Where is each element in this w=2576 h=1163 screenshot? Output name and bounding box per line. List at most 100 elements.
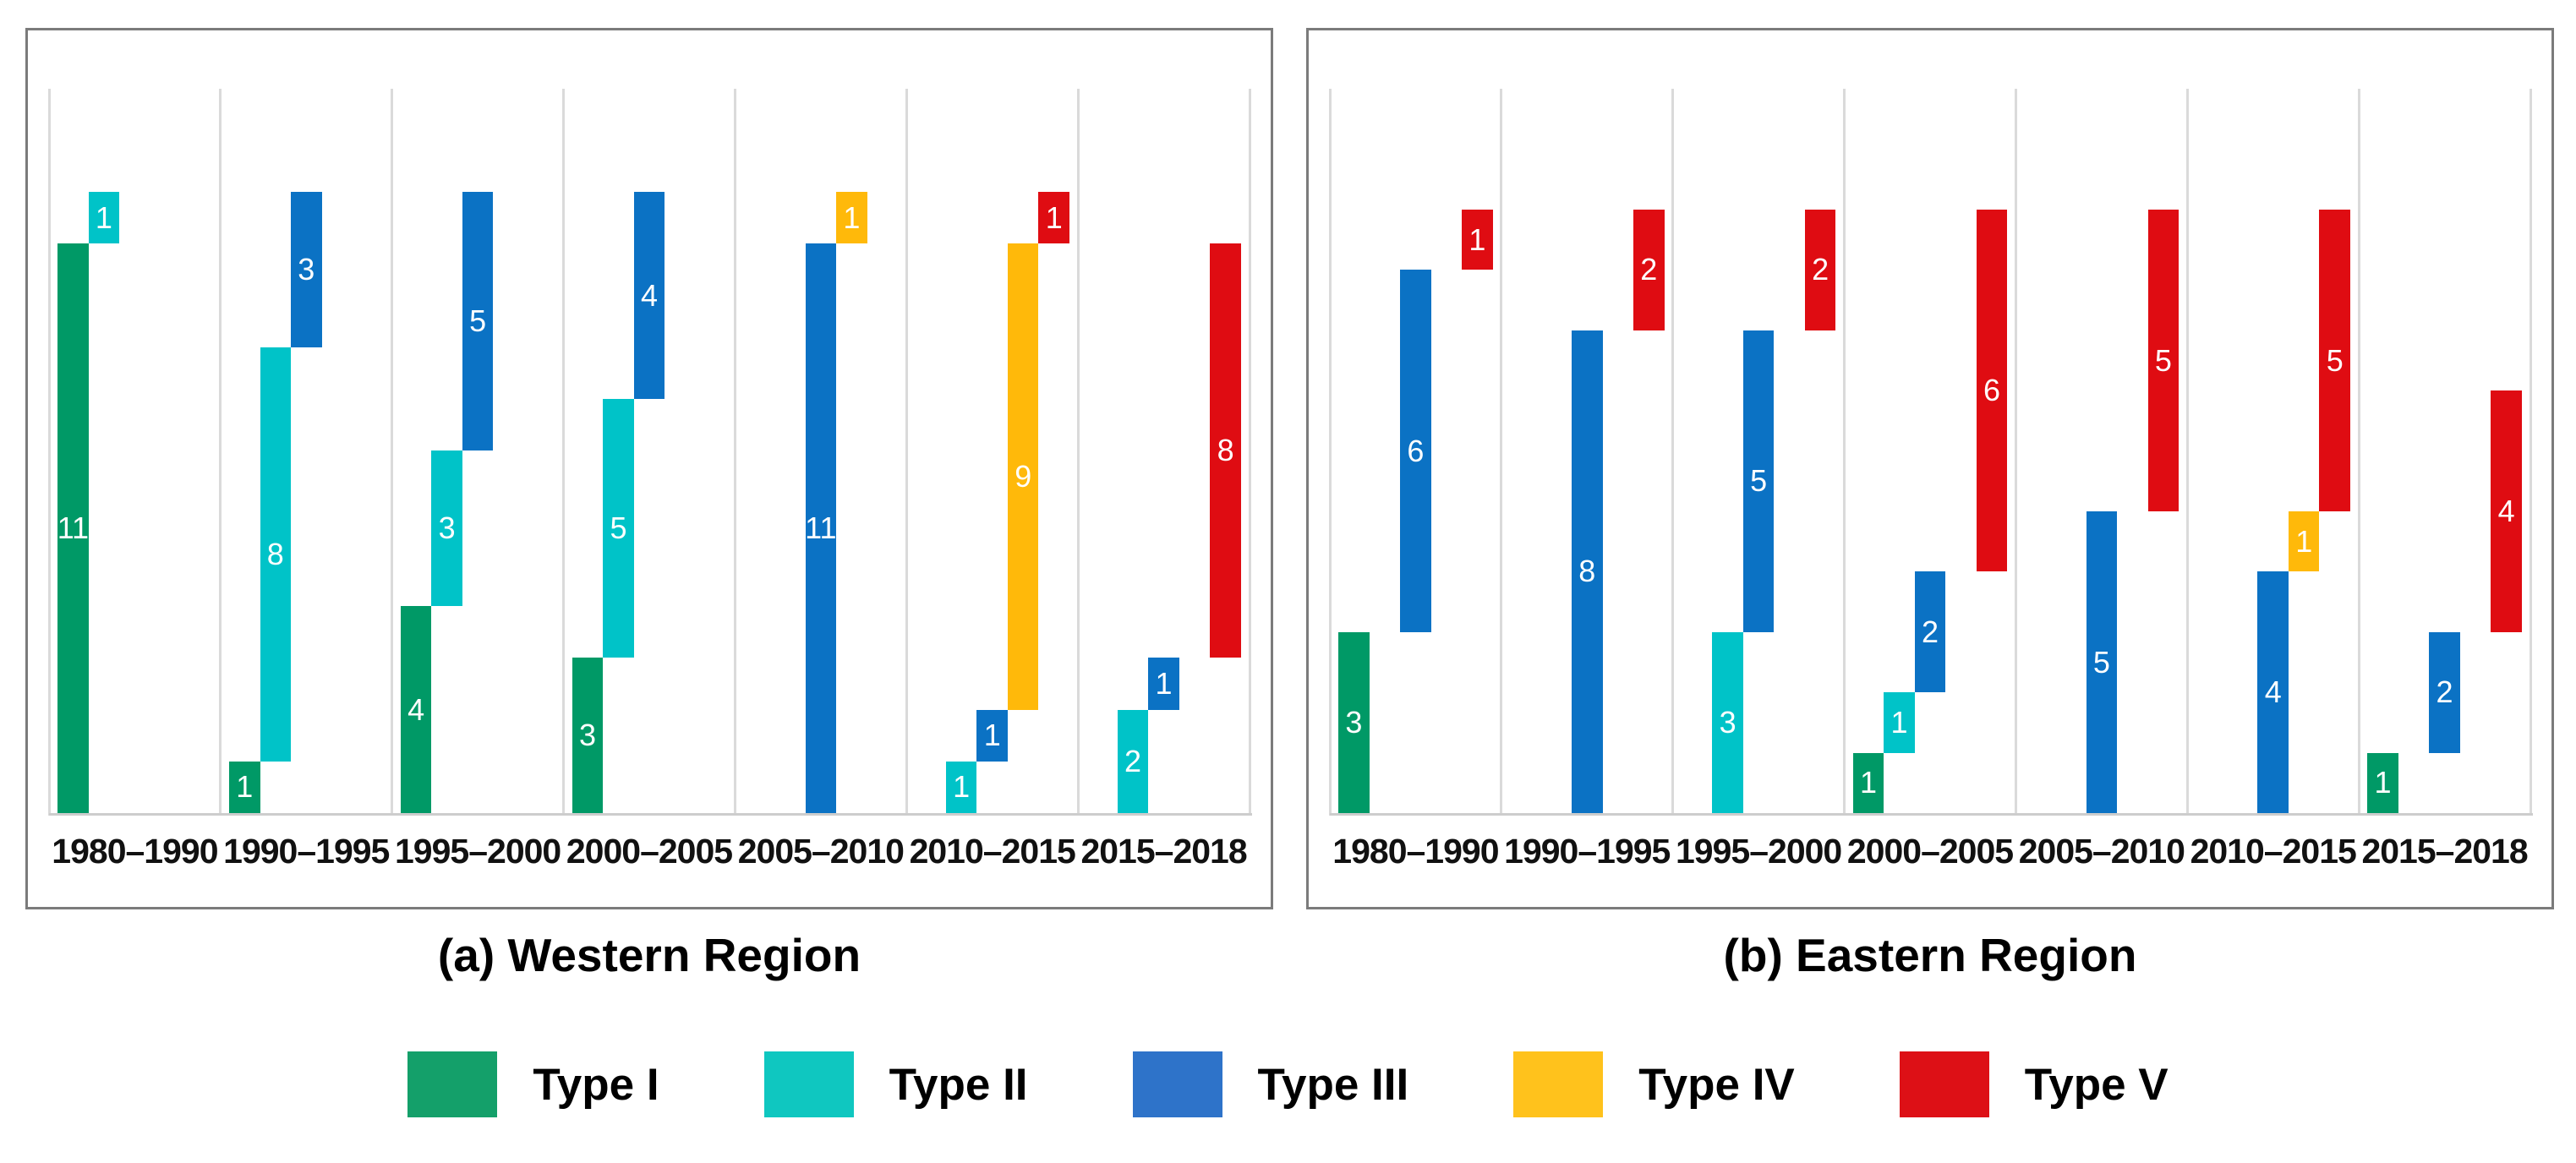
bar-value-label: 1	[2295, 523, 2313, 559]
x-axis-label: 1995–2000	[1676, 832, 1842, 871]
x-axis-label: 2010–2015	[2190, 832, 2357, 871]
bar-value-label: 2	[1812, 252, 1829, 287]
bar-value-label: 2	[2436, 674, 2453, 710]
bar-type-iv-2010-2015: 1	[2288, 511, 2320, 572]
bar-type-v-2015-2018: 8	[1210, 243, 1241, 658]
bar-type-i-1995-2000: 4	[400, 606, 432, 813]
panel-western-region: 1980–1990 11 1 1990–1995 1 8 3 1995–2000 4 3 5 2000…	[25, 28, 1273, 909]
bar-value-label: 5	[2092, 644, 2110, 680]
bar-type-i-2015-2018: 1	[2367, 752, 2398, 813]
bar-value-label: 8	[1217, 433, 1234, 468]
bar-value-label: 3	[1719, 704, 1736, 740]
legend-swatch-type-iv	[1513, 1051, 1604, 1117]
bar-value-label: 6	[1407, 433, 1425, 468]
bar-type-ii-1980-1990: 1	[88, 192, 120, 244]
column-gridline	[1500, 89, 1503, 816]
bar-value-label: 1	[236, 769, 254, 805]
bar-value-label: 4	[2264, 674, 2282, 710]
bar-value-label: 9	[1015, 458, 1032, 494]
bar-value-label: 1	[843, 199, 861, 235]
legend-item-type-iv: Type IV	[1513, 1051, 1795, 1117]
bar-type-iii-1980-1990: 6	[1400, 270, 1431, 632]
bar-type-v-1990-1995: 2	[1633, 210, 1665, 330]
legend-item-type-i: Type I	[407, 1051, 659, 1117]
bar-type-v-1995-2000: 2	[1804, 210, 1836, 330]
legend-swatch-type-i	[407, 1051, 498, 1117]
x-axis-label: 1990–1995	[1504, 832, 1671, 871]
bar-type-i-2000-2005: 1	[1852, 752, 1884, 813]
legend-item-type-v: Type V	[1899, 1051, 2169, 1117]
legend-label: Type IV	[1638, 1059, 1795, 1110]
bar-value-label: 1	[1890, 704, 1908, 740]
bar-type-i-1990-1995: 1	[229, 761, 260, 813]
bar-type-ii-2000-2005: 5	[603, 399, 634, 658]
bar-value-label: 3	[1345, 704, 1363, 740]
legend: Type I Type II Type III Type IV Type V	[0, 1046, 2576, 1122]
bar-value-label: 2	[1921, 614, 1939, 649]
column-gridline	[1248, 89, 1251, 816]
x-axis-label: 1990–1995	[223, 832, 390, 871]
bar-value-label: 5	[2326, 342, 2344, 378]
bar-type-iii-2015-2018: 1	[1148, 658, 1179, 710]
bar-type-ii-2010-2015: 1	[945, 761, 977, 813]
legend-swatch-type-iii	[1132, 1051, 1222, 1117]
bar-type-ii-2015-2018: 2	[1117, 709, 1149, 813]
bar-value-label: 1	[1045, 199, 1063, 235]
bar-value-label: 8	[1578, 554, 1596, 589]
column-gridline	[2357, 89, 2360, 816]
bar-value-label: 1	[2374, 765, 2392, 800]
bar-type-v-2015-2018: 4	[2491, 390, 2522, 632]
bar-value-label: 4	[407, 691, 425, 727]
legend-label: Type III	[1257, 1059, 1409, 1110]
x-axis-line	[1330, 813, 2533, 816]
bar-type-iv-2005-2010: 1	[836, 192, 867, 244]
bar-type-iii-2015-2018: 2	[2429, 631, 2460, 753]
bar-type-iii-2010-2015: 4	[2257, 571, 2289, 813]
bar-type-iii-1995-2000: 5	[462, 192, 494, 451]
bar-value-label: 11	[805, 511, 837, 546]
bar-type-iii-1990-1995: 8	[1572, 330, 1603, 813]
x-axis-label: 2005–2010	[737, 832, 905, 871]
bar-type-ii-2000-2005: 1	[1884, 692, 1915, 753]
legend-label: Type II	[889, 1059, 1028, 1110]
bar-value-label: 1	[1859, 765, 1877, 800]
bar-value-label: 5	[2154, 342, 2172, 378]
bar-type-iii-1995-2000: 5	[1742, 330, 1775, 632]
column-gridline	[733, 89, 736, 816]
column-gridline	[2185, 89, 2189, 816]
bar-type-ii-1995-2000: 3	[431, 450, 462, 606]
bar-value-label: 5	[1750, 463, 1768, 499]
x-axis-label: 1995–2000	[395, 832, 561, 871]
x-axis-line	[49, 813, 1252, 816]
bar-type-iv-2010-2015: 9	[1007, 243, 1039, 710]
panel-eastern-region: 1980–1990 3 6 1 1990–1995 8 2 1995–2000 3 5 2 2000–…	[1306, 28, 2554, 909]
column-gridline	[1671, 89, 1675, 816]
bar-value-label: 8	[266, 536, 284, 571]
bar-type-v-2005-2010: 5	[2147, 210, 2179, 511]
bar-value-label: 1	[1468, 221, 1486, 257]
column-gridline	[47, 89, 51, 816]
bar-value-label: 4	[2497, 493, 2515, 528]
bar-type-iii-2000-2005: 4	[633, 192, 665, 399]
x-axis-label: 2015–2018	[1080, 832, 1247, 871]
bar-value-label: 3	[438, 511, 456, 546]
column-gridline	[1076, 89, 1080, 816]
caption-eastern-region: (b) Eastern Region	[1723, 929, 2137, 981]
caption-western-region: (a) Western Region	[437, 929, 861, 981]
bar-value-label: 2	[1640, 252, 1658, 287]
bar-type-iii-2005-2010: 5	[2086, 511, 2118, 813]
x-axis-label: 2015–2018	[2361, 832, 2528, 871]
bar-type-iii-2000-2005: 2	[1914, 571, 1946, 693]
bar-type-i-1980-1990: 11	[57, 243, 89, 813]
bar-type-iii-1990-1995: 3	[291, 192, 322, 347]
x-axis-label: 1980–1990	[1332, 832, 1499, 871]
column-gridline	[562, 89, 566, 816]
column-gridline	[1328, 89, 1332, 816]
legend-item-type-ii: Type II	[763, 1051, 1028, 1117]
bar-type-v-2000-2005: 6	[1976, 210, 2008, 572]
bar-value-label: 1	[953, 769, 971, 805]
bar-value-label: 3	[298, 251, 315, 287]
column-gridline	[2014, 89, 2017, 816]
legend-label: Type I	[533, 1059, 659, 1110]
